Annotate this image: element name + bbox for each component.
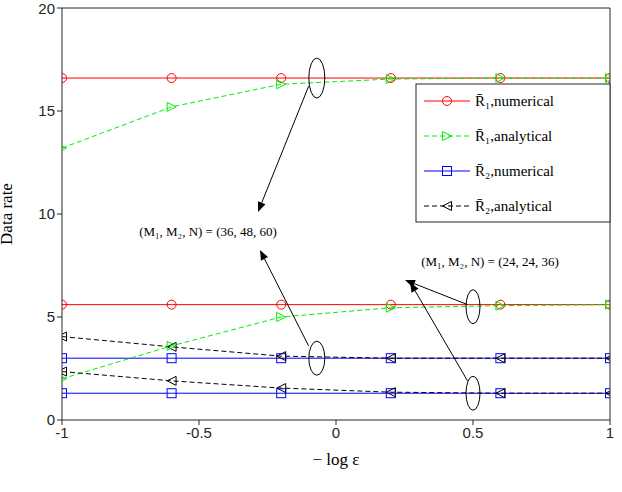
svg-text:R̄₂,analytical: R̄₂,analytical [475,198,552,214]
svg-text:0.5: 0.5 [463,424,484,441]
svg-text:Data rate: Data rate [8,183,16,245]
svg-text:R̄₂,numerical: R̄₂,numerical [475,163,554,179]
svg-text:20: 20 [38,0,55,17]
svg-text:− log ε: − log ε [313,450,360,469]
svg-text:5: 5 [47,308,55,325]
svg-text:-0.5: -0.5 [186,424,212,441]
svg-text:1: 1 [606,424,614,441]
svg-text:(M₁, M₂, N) = (36, 48, 60): (M₁, M₂, N) = (36, 48, 60) [139,224,277,239]
svg-text:0: 0 [47,411,55,428]
svg-text:0: 0 [332,424,340,441]
svg-text:R̄₁,numerical: R̄₁,numerical [475,93,554,109]
svg-text:-1: -1 [55,424,68,441]
svg-text:R̄₁,analytical: R̄₁,analytical [475,128,552,144]
svg-text:15: 15 [38,102,55,119]
svg-text:(M₁, M₂, N) = (24, 24, 36): (M₁, M₂, N) = (24, 24, 36) [421,254,559,269]
svg-text:10: 10 [38,205,55,222]
